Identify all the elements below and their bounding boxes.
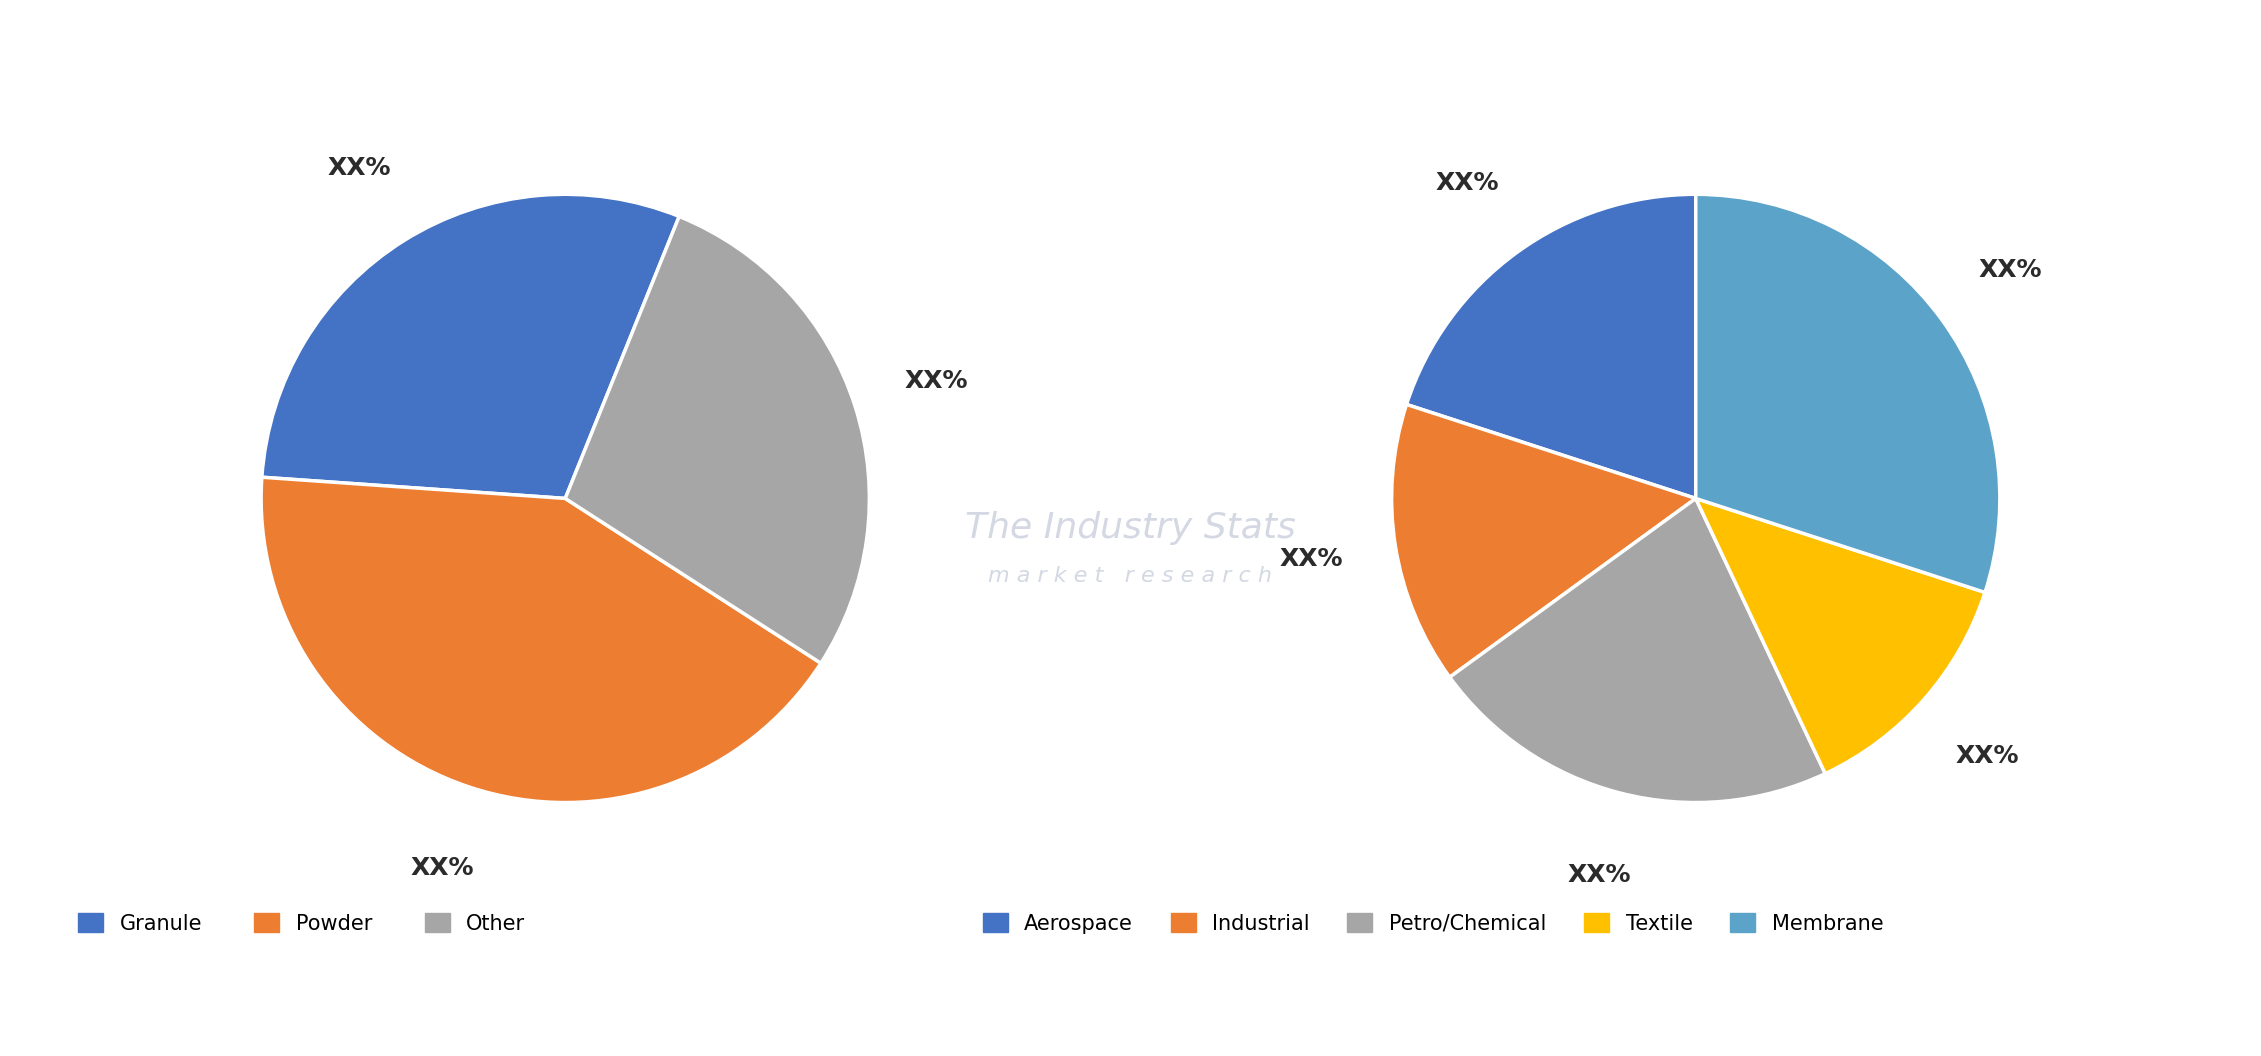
Wedge shape	[1391, 404, 1696, 677]
Text: XX%: XX%	[1978, 258, 2042, 282]
Text: XX%: XX%	[412, 855, 475, 880]
Text: XX%: XX%	[1567, 864, 1630, 887]
Text: Fig. Global Polybenzimidazoles (PBI) Market Share by Product Types & Application: Fig. Global Polybenzimidazoles (PBI) Mar…	[27, 51, 1255, 77]
Text: The Industry Stats: The Industry Stats	[965, 511, 1296, 545]
Wedge shape	[260, 477, 821, 803]
Text: XX%: XX%	[1436, 171, 1499, 195]
Text: XX%: XX%	[904, 369, 968, 393]
Legend: Aerospace, Industrial, Petro/Chemical, Textile, Membrane: Aerospace, Industrial, Petro/Chemical, T…	[984, 913, 1883, 934]
Text: XX%: XX%	[1280, 547, 1343, 571]
Wedge shape	[1696, 498, 1985, 774]
Text: Source: Theindustrystats Analysis: Source: Theindustrystats Analysis	[34, 994, 380, 1013]
Wedge shape	[1696, 194, 2001, 592]
Wedge shape	[262, 194, 678, 498]
Wedge shape	[565, 216, 870, 663]
Wedge shape	[1406, 194, 1696, 498]
Text: Website: www.theindustrystats.com: Website: www.theindustrystats.com	[1859, 994, 2227, 1013]
Wedge shape	[1449, 498, 1825, 803]
Text: XX%: XX%	[1956, 743, 2019, 768]
Text: XX%: XX%	[328, 156, 391, 181]
Text: m a r k e t   r e s e a r c h: m a r k e t r e s e a r c h	[988, 566, 1273, 585]
Text: Email: sales@theindustrystats.com: Email: sales@theindustrystats.com	[952, 994, 1309, 1013]
